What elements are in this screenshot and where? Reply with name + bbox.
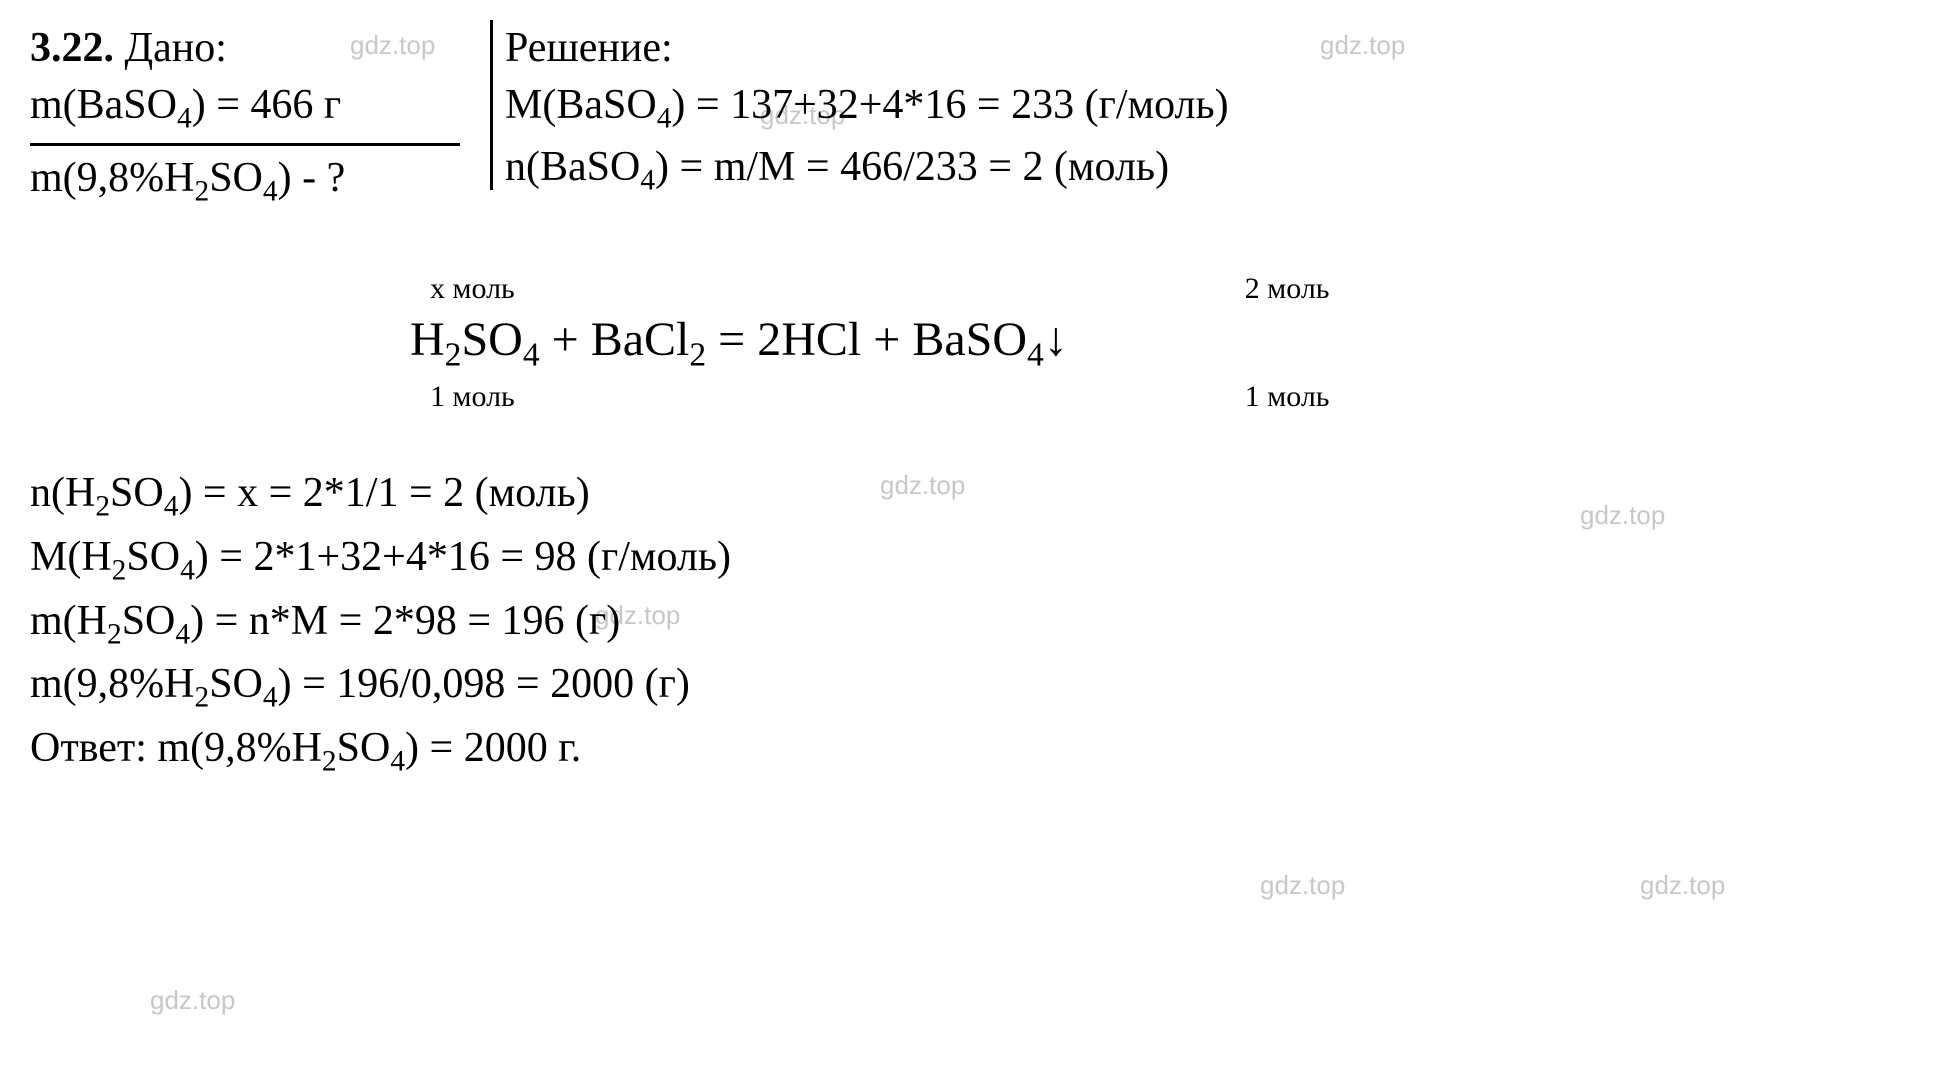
problem-number: 3.22.	[30, 25, 114, 71]
watermark-text: gdz.top	[150, 985, 235, 1016]
answer-line: Ответ: m(9,8%H2SO4) = 2000 г.	[30, 719, 1919, 783]
given-block: 3.22. Дано: m(BaSO4) = 466 г m(9,8%H2SO4…	[30, 20, 490, 212]
top-label-right: 2 моль	[1245, 272, 1330, 306]
watermark-text: gdz.top	[1640, 870, 1725, 901]
solution-title: Решение:	[505, 20, 1229, 77]
equation-bottom-labels: 1 моль 1 моль	[410, 380, 1919, 414]
solution-line2: n(BaSO4) = m/M = 466/233 = 2 (моль)	[505, 139, 1229, 201]
given-title: Дано:	[125, 25, 227, 71]
calc-line3: m(H2SO4) = n*M = 2*98 = 196 (г)	[30, 592, 1919, 656]
solution-block: Решение: M(BaSO4) = 137+32+4*16 = 233 (г…	[505, 20, 1229, 201]
calc-line2: M(H2SO4) = 2*1+32+4*16 = 98 (г/моль)	[30, 528, 1919, 592]
given-line1: 3.22. Дано:	[30, 20, 490, 77]
calc-line1: n(H2SO4) = x = 2*1/1 = 2 (моль)	[30, 464, 1919, 528]
chemical-equation: х моль 2 моль H2SO4 + BaCl2 = 2HCl + BaS…	[410, 272, 1919, 415]
calc-line4: m(9,8%H2SO4) = 196/0,098 = 2000 (г)	[30, 655, 1919, 719]
equation-top-labels: х моль 2 моль	[410, 272, 1919, 306]
bottom-label-right: 1 моль	[1245, 380, 1330, 414]
problem-header: 3.22. Дано: m(BaSO4) = 466 г m(9,8%H2SO4…	[30, 20, 1919, 212]
given-question: m(9,8%H2SO4) - ?	[30, 150, 490, 212]
vertical-divider	[490, 20, 493, 190]
calculations: n(H2SO4) = x = 2*1/1 = 2 (моль) M(H2SO4)…	[30, 464, 1919, 782]
down-arrow-icon: ↓	[1044, 312, 1068, 367]
bottom-label-left: 1 моль	[430, 380, 515, 414]
given-mass: m(BaSO4) = 466 г	[30, 77, 490, 139]
equation-main: H2SO4 + BaCl2 = 2HCl + BaSO4↓	[410, 312, 1919, 375]
top-label-left: х моль	[430, 272, 515, 306]
watermark-text: gdz.top	[1260, 870, 1345, 901]
solution-line1: M(BaSO4) = 137+32+4*16 = 233 (г/моль)	[505, 77, 1229, 139]
fraction-line	[30, 143, 460, 146]
